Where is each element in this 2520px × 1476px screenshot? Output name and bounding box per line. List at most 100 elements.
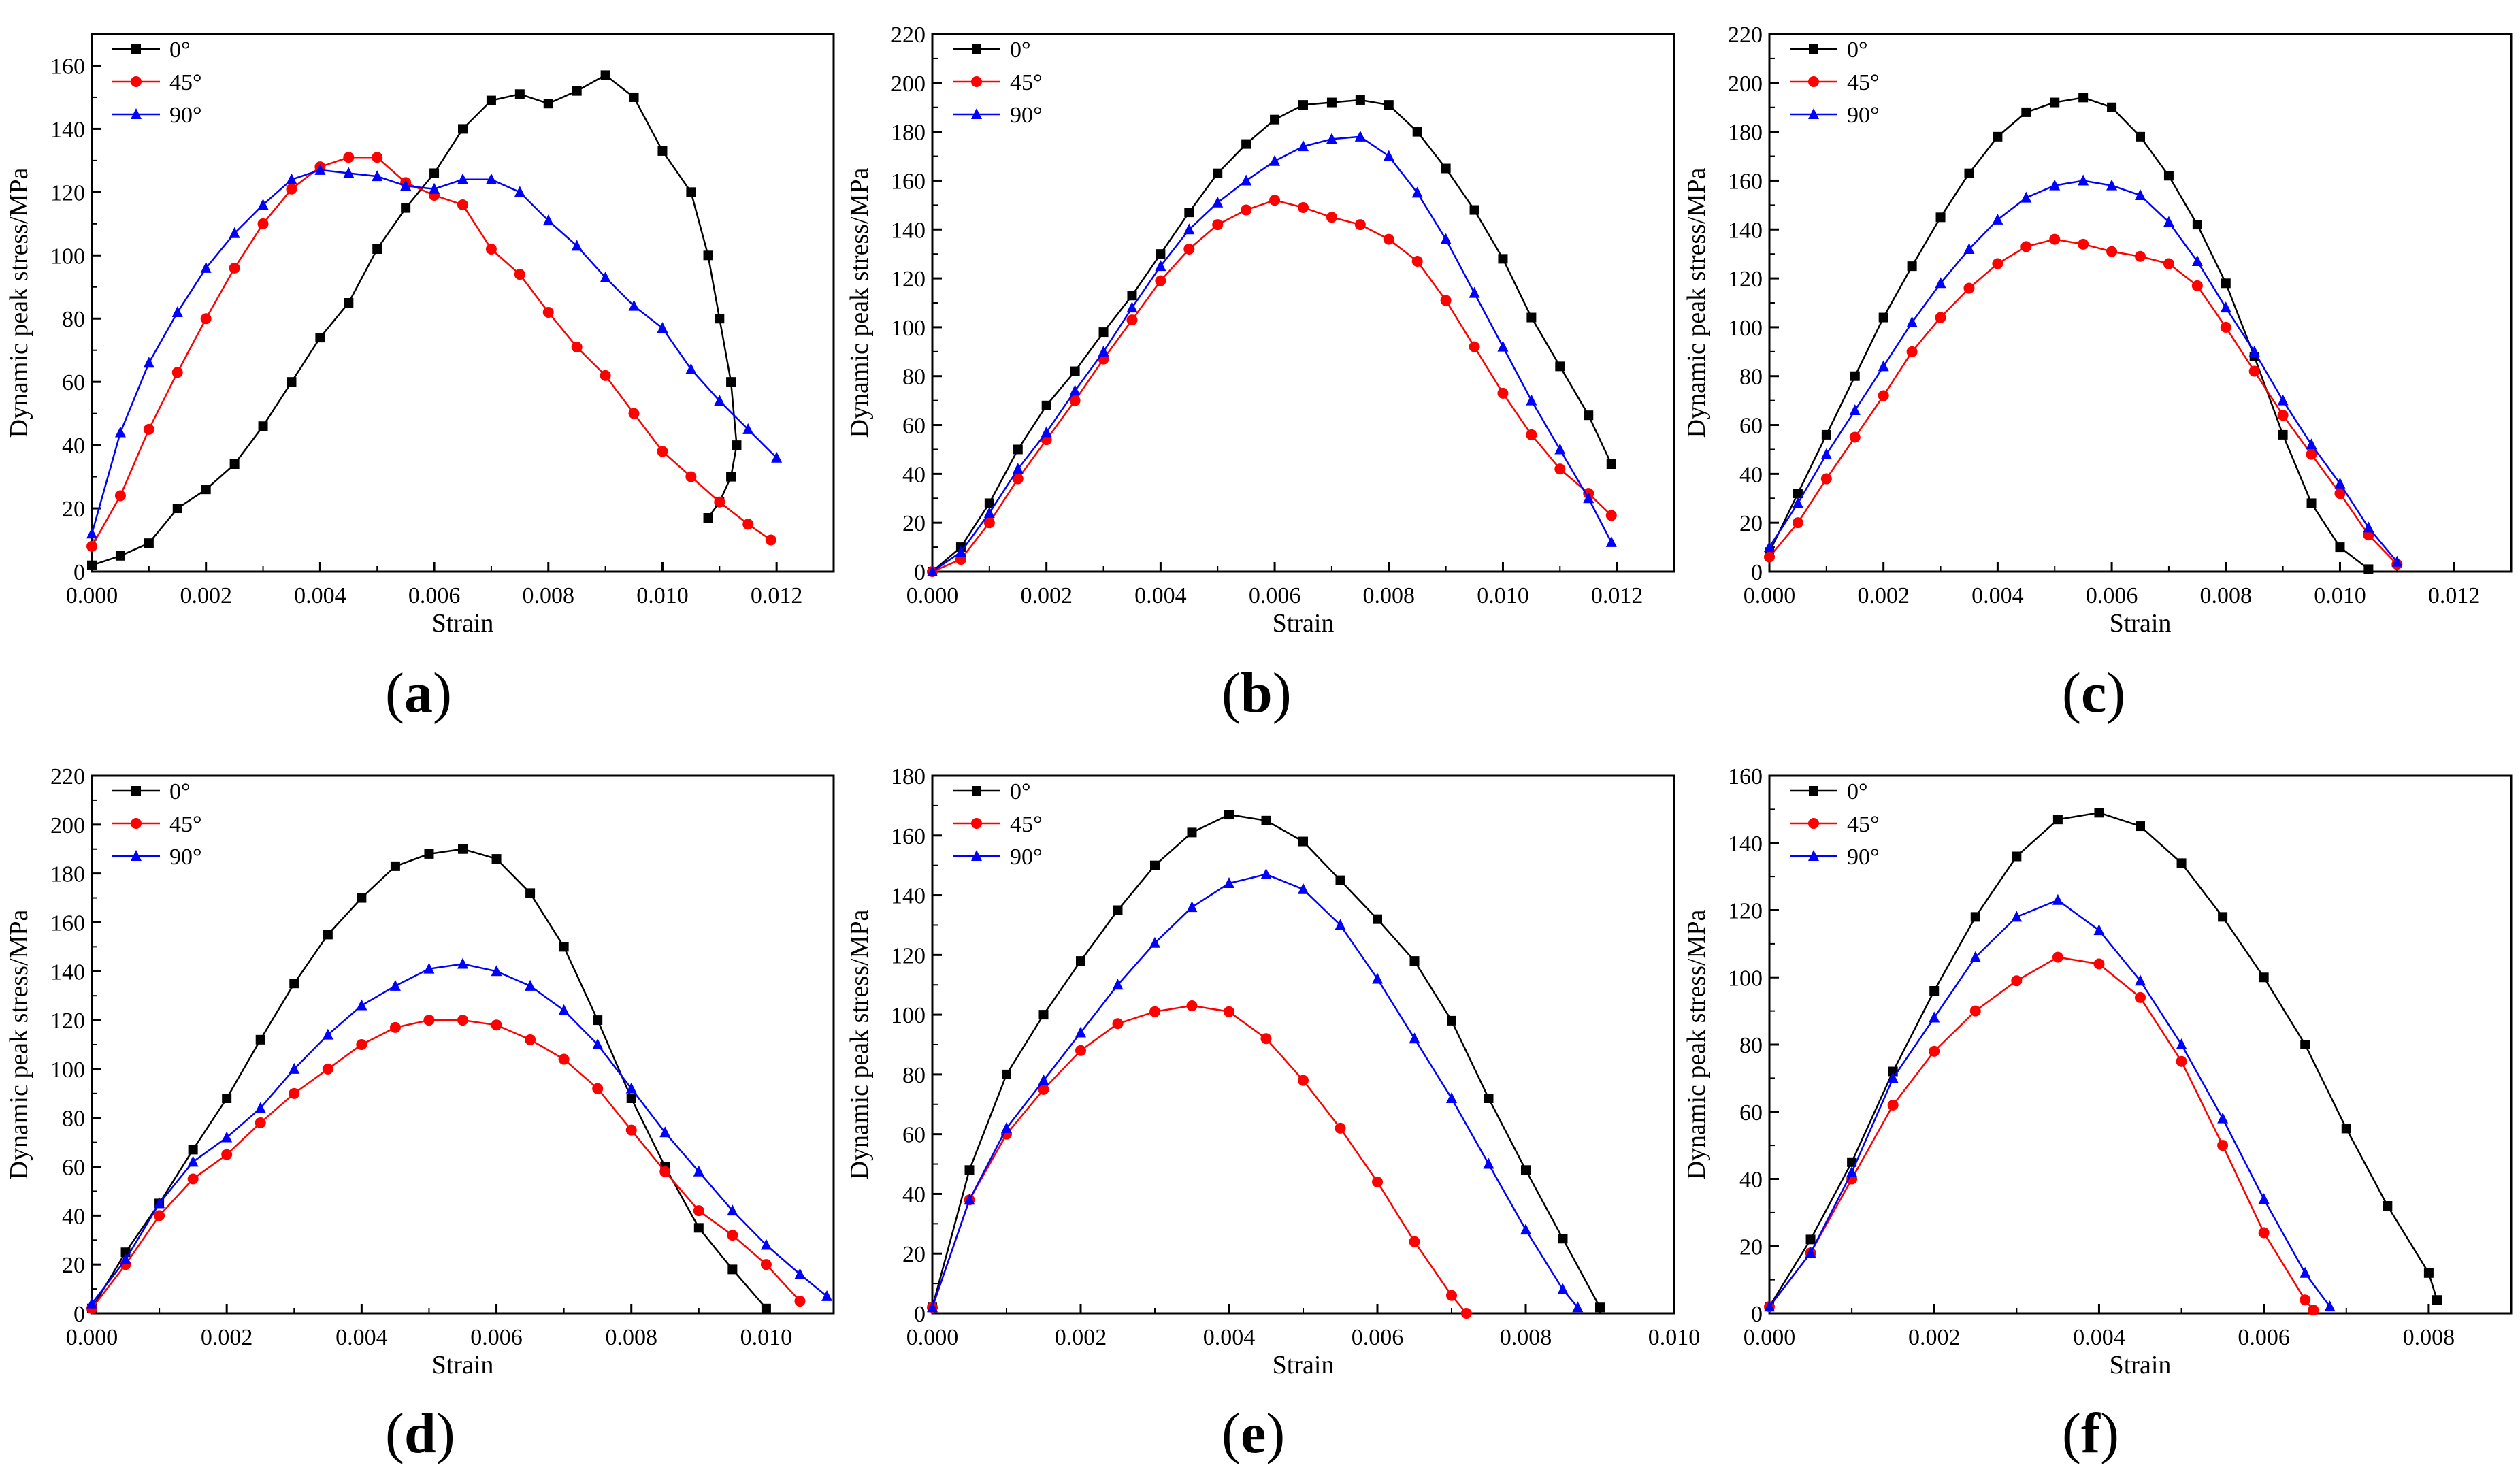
y-tick-label: 160 — [891, 824, 926, 849]
data-point — [1183, 223, 1195, 235]
x-tick-label: 0.012 — [1591, 583, 1643, 608]
data-point — [1850, 371, 1860, 381]
data-point — [1878, 390, 1889, 401]
legend: 0° 45° 90° — [112, 37, 202, 128]
legend: 0° 45° 90° — [953, 37, 1043, 128]
x-axis-label: Strain — [2110, 609, 2172, 638]
x-axis-label: Strain — [1273, 609, 1335, 638]
data-point — [2248, 365, 2260, 377]
data-point — [1269, 195, 1281, 206]
data-point — [1764, 541, 1775, 553]
y-tick-label: 180 — [50, 862, 85, 887]
data-point — [1460, 1308, 1472, 1319]
x-tick-label: 0.002 — [201, 1325, 253, 1350]
y-tick-label: 120 — [1728, 899, 1763, 924]
series-2 — [1764, 893, 2336, 1312]
data-point — [1012, 473, 1024, 485]
data-point — [1409, 1236, 1420, 1247]
data-point — [1935, 277, 1946, 289]
data-point — [1041, 426, 1052, 438]
legend-label: 0° — [1847, 37, 1868, 63]
data-point — [286, 173, 297, 184]
y-tick-label: 100 — [50, 1057, 85, 1083]
data-point — [2324, 1300, 2336, 1312]
data-point — [2163, 258, 2174, 269]
data-point — [1270, 114, 1280, 125]
data-point — [120, 1253, 131, 1264]
data-point — [1183, 244, 1195, 255]
series-line — [931, 813, 1601, 1308]
data-point — [2078, 174, 2089, 186]
plot-frame — [1768, 774, 2513, 1315]
data-point — [289, 1062, 300, 1074]
data-point — [761, 1303, 771, 1313]
data-point — [1070, 366, 1080, 376]
data-point — [2220, 301, 2231, 313]
data-point — [1354, 219, 1366, 231]
legend: 0° 45° 90° — [1790, 37, 1880, 128]
data-point — [187, 1155, 199, 1167]
data-point — [2259, 972, 2269, 983]
legend-label: 45° — [1010, 812, 1043, 837]
data-point — [693, 1223, 704, 1233]
x-tick-label: 0.002 — [1055, 1325, 1107, 1350]
data-point — [1964, 168, 1974, 178]
y-tick-label: 100 — [1728, 316, 1763, 341]
y-tick-label: 140 — [891, 884, 926, 909]
legend-marker — [971, 108, 982, 119]
data-point — [1335, 1122, 1346, 1134]
x-tick-label: 0.006 — [1249, 583, 1301, 608]
data-point — [964, 1165, 975, 1175]
data-point — [525, 888, 536, 898]
data-point — [1326, 133, 1337, 144]
data-point — [372, 244, 382, 254]
data-point — [289, 979, 299, 989]
x-tick-label: 0.004 — [2073, 1325, 2125, 1350]
series-line — [91, 73, 738, 566]
x-tick-label: 0.000 — [906, 1325, 959, 1350]
data-point — [1849, 404, 1861, 415]
series-1 — [86, 152, 776, 552]
data-point — [1241, 204, 1252, 216]
data-point — [2432, 1295, 2442, 1305]
data-point — [1241, 174, 1252, 186]
data-point — [200, 261, 212, 273]
series-1 — [927, 1000, 1472, 1319]
y-tick-label: 80 — [1739, 1033, 1763, 1058]
data-point — [1298, 836, 1308, 847]
data-point — [1887, 1099, 1899, 1111]
y-tick-label: 40 — [902, 462, 926, 487]
legend-label: 90° — [1847, 103, 1880, 128]
data-point — [742, 423, 754, 434]
x-tick-label: 0.004 — [336, 1325, 388, 1350]
legend-marker — [1808, 850, 1819, 861]
data-point — [659, 1166, 671, 1177]
y-tick-label: 120 — [50, 180, 85, 206]
data-point — [1126, 314, 1138, 326]
data-point — [1969, 951, 1981, 962]
x-axis-label: Strain — [1273, 1351, 1335, 1379]
data-point — [2306, 448, 2317, 460]
data-point — [2278, 429, 2288, 440]
data-point — [2135, 250, 2146, 262]
chart-e: 0.000 0.002 0.004 0.006 0.008 0.010 0 20 40 60 80 1… — [845, 764, 1700, 1379]
data-point — [2107, 102, 2117, 112]
data-point — [1993, 131, 2003, 142]
x-tick-label: 0.000 — [906, 583, 959, 608]
data-point — [1849, 431, 1861, 443]
series-2 — [927, 868, 1584, 1313]
data-point — [171, 306, 183, 317]
data-point — [1764, 551, 1775, 563]
data-point — [1038, 1010, 1049, 1020]
x-tick-label: 0.000 — [66, 1325, 118, 1350]
data-point — [571, 240, 583, 251]
data-point — [1412, 127, 1422, 137]
chart-d: 0.000 0.002 0.004 0.006 0.008 0.010 0 20 40 60 80 1… — [5, 764, 835, 1379]
y-tick-label: 160 — [1728, 764, 1763, 789]
data-point — [87, 560, 97, 570]
data-point — [1372, 972, 1383, 984]
data-point — [457, 199, 468, 210]
data-point — [2135, 991, 2146, 1003]
data-point — [2258, 1227, 2270, 1239]
series-line — [932, 99, 1612, 572]
